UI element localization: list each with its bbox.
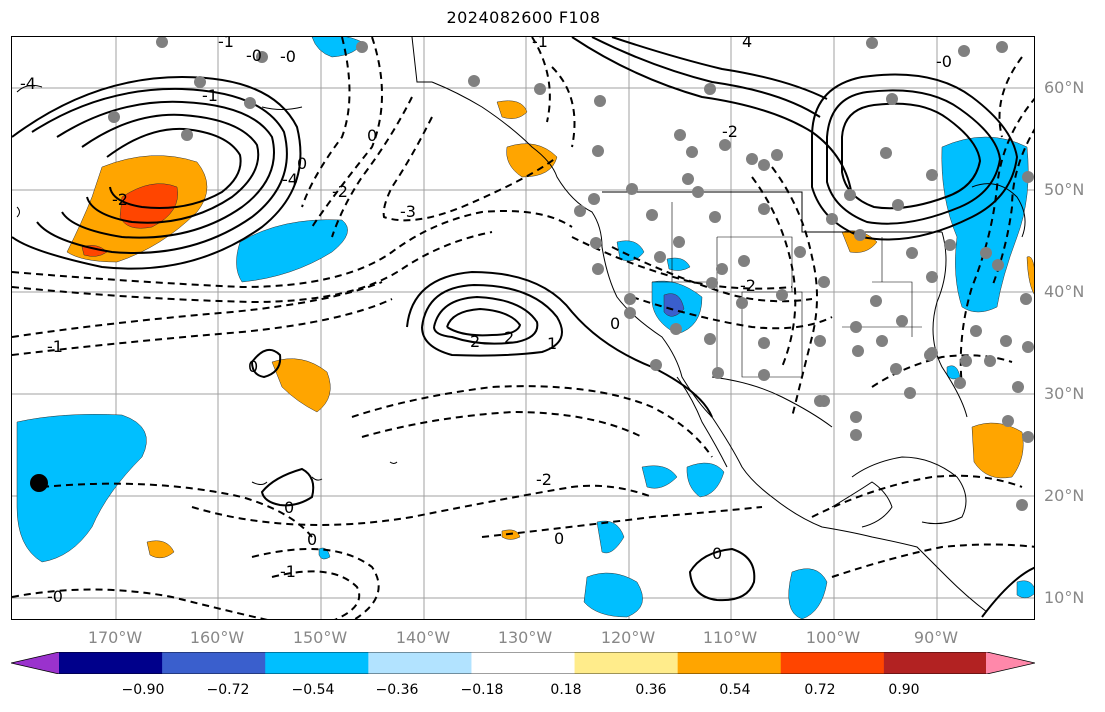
contour-labels: -4 -1 -0 -1 4 -1 0 -2 0 -2 -4 -3 2 2 1 -… [20,37,952,606]
lon-label-110w: 110°W [702,628,758,647]
lat-label-10n: 10°N [1044,588,1085,607]
contour-label: -0 [280,47,296,66]
colorbar-segment [59,652,163,674]
colorbar-tick: −0.90 [121,682,165,698]
contour-label: 0 [248,357,258,376]
contour-label: 0 [284,498,294,517]
contour-label: -1 [532,37,548,51]
lon-label-90w: 90°W [913,628,959,647]
colorbar [11,652,1035,674]
contour-label: -1 [202,86,218,105]
contour-label: -2 [722,122,738,141]
colorbar-tick: 0.54 [719,682,751,698]
colorbar-tick: −0.54 [291,682,335,698]
point-marker [30,474,48,492]
contour-label: 2 [504,328,514,347]
colorbar-segment [368,652,473,674]
colorbar-tick: −0.36 [375,682,419,698]
lon-label-100w: 100°W [805,628,861,647]
contour-label: -1 [47,337,63,356]
station-dots [108,37,1034,511]
contour-label: -1 [280,562,296,581]
contour-label: -2 [332,182,348,201]
contour-label: 0 [554,529,564,548]
lon-label-120w: 120°W [600,628,656,647]
solid-contours [12,37,1034,618]
lon-label-160w: 160°W [189,628,245,647]
lat-label-30n: 30°N [1044,384,1085,403]
contour-label: -3 [400,202,416,221]
colorbar-tick: −0.72 [206,682,250,698]
colorbar-segment [11,652,60,674]
lon-label-150w: 150°W [292,628,348,647]
contour-label: -0 [246,46,262,65]
contour-label: -4 [282,170,298,189]
contour-label: 1 [547,334,557,353]
map-panel: -4 -1 -0 -1 4 -1 0 -2 0 -2 -4 -3 2 2 1 -… [11,36,1035,620]
contour-label: 0 [367,126,377,145]
contour-label: -2 [536,470,552,489]
lon-label-170w: 170°W [87,628,143,647]
contour-label: 0 [712,544,722,563]
lat-label-20n: 20°N [1044,486,1085,505]
colorbar-segment [677,652,782,674]
lat-label-60n: 60°N [1044,78,1085,97]
contour-label: -0 [47,587,63,606]
colorbar-segment [574,652,679,674]
contour-label: 0 [297,154,307,173]
colorbar-tick: 0.90 [888,682,920,698]
colorbar-segment [986,652,1035,674]
coastlines [16,37,1026,613]
lat-label-50n: 50°N [1044,180,1085,199]
colorbar-segment [162,652,266,674]
colorbar-segment [883,652,988,674]
lat-label-40n: 40°N [1044,282,1085,301]
shaded-anomalies [16,37,1034,619]
dashed-contours [12,37,1034,619]
lon-label-130w: 130°W [497,628,553,647]
contour-label: 2 [470,332,480,351]
lon-label-140w: 140°W [395,628,451,647]
colorbar-segment [265,652,369,674]
contour-label: -2 [740,276,756,295]
colorbar-tick: 0.18 [550,682,582,698]
colorbar-tick: 0.72 [804,682,836,698]
contour-label: 0 [610,314,620,333]
contour-label: 4 [742,37,752,51]
colorbar-segment [471,652,576,674]
contour-label: -1 [218,37,234,51]
contour-label: -0 [936,52,952,71]
contour-label: -2 [112,190,128,209]
map-canvas: -4 -1 -0 -1 4 -1 0 -2 0 -2 -4 -3 2 2 1 -… [12,37,1034,619]
contour-label: 0 [307,530,317,549]
colorbar-segment [780,652,885,674]
map-title: 2024082600 F108 [446,8,601,27]
colorbar-tick: 0.36 [635,682,667,698]
colorbar-tick: −0.18 [460,682,504,698]
contour-label: -4 [20,74,36,93]
